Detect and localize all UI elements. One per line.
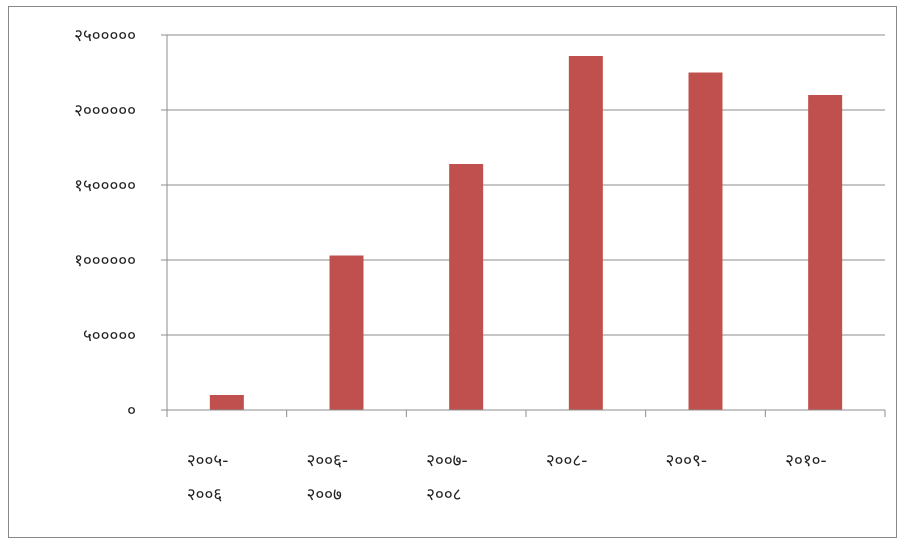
bar bbox=[329, 255, 364, 410]
bar bbox=[449, 164, 484, 410]
x-tick-label: २००८- bbox=[546, 451, 588, 471]
axes bbox=[161, 34, 886, 417]
x-tick-label: २००७- bbox=[426, 451, 468, 471]
y-tick-label: ५००००० bbox=[83, 326, 136, 346]
x-tick-label: २००९- bbox=[666, 451, 708, 471]
x-tick-label: २००८ bbox=[426, 485, 461, 505]
x-tick-label: २००६ bbox=[187, 485, 223, 505]
y-tick-label: ० bbox=[127, 401, 136, 421]
bar bbox=[808, 95, 843, 410]
tick-labels: ० ५००००० १०००००० १५००००० २०००००० २५००००० २००५-… bbox=[74, 26, 827, 505]
x-tick-label: २००५- bbox=[187, 451, 229, 471]
x-tick-label: २०१०- bbox=[785, 451, 827, 471]
gridlines bbox=[167, 34, 885, 336]
x-tick-label: २००७ bbox=[307, 485, 343, 505]
y-tick-label: १०००००० bbox=[74, 251, 136, 271]
y-tick-label: २५००००० bbox=[74, 26, 136, 46]
x-tick-label: २००६- bbox=[307, 451, 349, 471]
bar bbox=[568, 56, 603, 410]
bar bbox=[209, 395, 244, 410]
y-tick-label: १५००००० bbox=[74, 176, 136, 196]
bars bbox=[209, 56, 843, 410]
y-tick-label: २०००००० bbox=[74, 101, 136, 121]
bar bbox=[688, 72, 723, 410]
